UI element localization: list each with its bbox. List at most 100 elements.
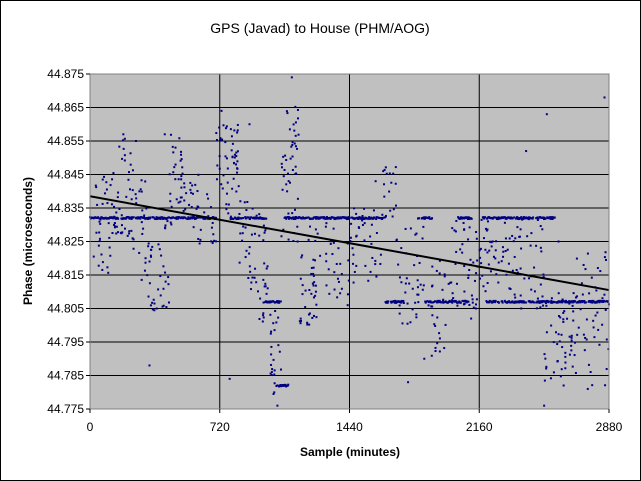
data-point xyxy=(120,214,123,217)
data-point xyxy=(497,281,500,284)
data-point xyxy=(220,109,223,112)
data-point xyxy=(309,225,312,228)
data-point xyxy=(117,231,120,234)
data-point xyxy=(221,138,224,141)
data-point xyxy=(155,307,158,310)
data-point xyxy=(598,343,601,346)
data-point xyxy=(184,208,187,211)
data-point xyxy=(182,209,185,212)
data-point xyxy=(185,217,188,220)
data-point xyxy=(479,247,482,250)
data-point xyxy=(520,247,523,250)
data-point xyxy=(250,233,253,236)
data-point xyxy=(224,141,227,144)
data-point xyxy=(432,301,435,304)
data-point xyxy=(581,293,584,296)
data-point xyxy=(348,216,351,219)
data-point xyxy=(245,209,248,212)
data-point xyxy=(571,300,574,303)
data-point xyxy=(192,215,195,218)
data-point xyxy=(105,188,108,191)
data-point xyxy=(502,250,505,253)
data-point xyxy=(287,180,290,183)
data-point xyxy=(517,300,520,303)
data-point xyxy=(494,257,497,260)
data-point xyxy=(312,274,315,277)
data-point xyxy=(355,212,358,215)
data-point xyxy=(109,184,112,187)
data-point xyxy=(278,300,281,303)
data-point xyxy=(469,258,472,261)
data-point xyxy=(290,217,293,220)
data-point xyxy=(535,301,538,304)
data-point xyxy=(237,217,240,220)
data-point xyxy=(501,300,504,303)
data-point xyxy=(535,217,538,220)
data-point xyxy=(308,323,311,326)
data-point xyxy=(235,218,238,221)
data-point xyxy=(329,240,332,243)
data-point xyxy=(530,232,533,235)
data-point xyxy=(345,216,348,219)
data-point xyxy=(262,278,265,281)
data-point xyxy=(191,217,194,220)
data-point xyxy=(386,300,389,303)
data-point xyxy=(529,244,532,247)
data-point xyxy=(565,301,568,304)
data-point xyxy=(443,275,446,278)
y-tick-label: 44.825 xyxy=(47,235,84,249)
data-point xyxy=(130,216,133,219)
data-point xyxy=(101,261,104,264)
data-point xyxy=(188,203,191,206)
data-point xyxy=(287,172,290,175)
data-point xyxy=(270,374,273,377)
data-point xyxy=(591,299,594,302)
data-point xyxy=(297,216,300,219)
data-point xyxy=(315,303,318,306)
data-point xyxy=(435,300,438,303)
data-point xyxy=(159,217,162,220)
data-point xyxy=(316,232,319,235)
data-point xyxy=(482,285,485,288)
data-point xyxy=(459,301,462,304)
data-point xyxy=(381,218,384,221)
data-point xyxy=(544,217,547,220)
data-point xyxy=(283,168,286,171)
data-point xyxy=(94,216,97,219)
data-point xyxy=(518,301,521,304)
data-point xyxy=(443,347,446,350)
data-point xyxy=(172,171,175,174)
data-point xyxy=(301,254,304,257)
data-point xyxy=(417,293,420,296)
data-point xyxy=(501,246,504,249)
data-point xyxy=(277,300,280,303)
data-point xyxy=(484,227,487,230)
data-point xyxy=(352,253,355,256)
data-point xyxy=(425,216,428,219)
data-point xyxy=(535,307,538,310)
data-point xyxy=(515,217,518,220)
data-point xyxy=(550,324,553,327)
data-point xyxy=(314,217,317,220)
data-point xyxy=(604,258,607,261)
data-point xyxy=(385,301,388,304)
data-point xyxy=(435,269,438,272)
data-point xyxy=(294,217,297,220)
data-point xyxy=(215,132,218,135)
data-point xyxy=(132,238,135,241)
data-point xyxy=(544,357,547,360)
data-point xyxy=(451,227,454,230)
data-point xyxy=(294,105,297,108)
data-point xyxy=(155,216,158,219)
data-point xyxy=(139,188,142,191)
data-point xyxy=(143,214,146,217)
data-point xyxy=(416,293,419,296)
data-point xyxy=(243,201,246,204)
data-point xyxy=(567,300,570,303)
data-point xyxy=(426,216,429,219)
data-point xyxy=(127,178,130,181)
data-point xyxy=(560,299,563,302)
data-point xyxy=(273,301,276,304)
data-point xyxy=(320,216,323,219)
data-point xyxy=(392,208,395,211)
